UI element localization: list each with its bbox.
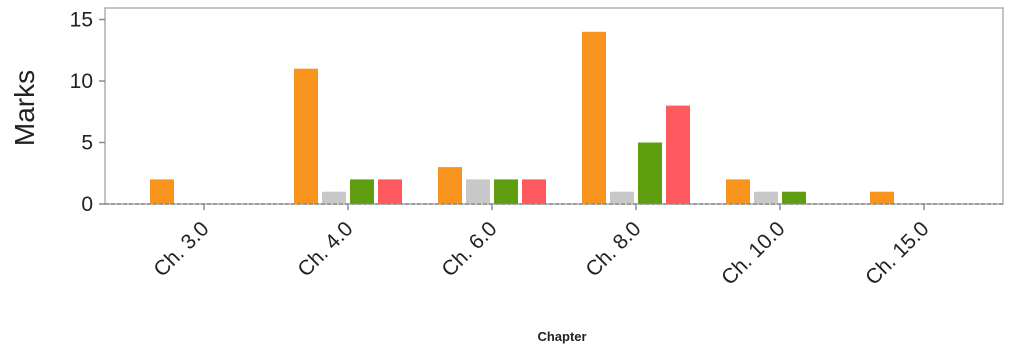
y-axis: 0 5 10 15 [70,9,105,216]
bar-ch-3-0-series-1 [150,179,174,204]
y-tick-label: 15 [70,9,93,32]
bar-ch-4-0-series-4 [378,179,402,204]
bar-ch-6-0-series-1 [438,167,462,204]
bar-ch-6-0-series-3 [494,179,518,204]
bar-ch-4-0-series-3 [350,179,374,204]
bar-ch-4-0-series-1 [294,68,318,204]
bar-ch-8-0-series-4 [666,105,690,204]
x-tick-label: Ch. 3.0 [149,217,213,281]
x-tick-label: Ch. 8.0 [581,217,645,281]
x-axis: Ch. 3.0 Ch. 4.0 Ch. 6.0 Ch. 8.0 Ch. 10.0 Ch. … [149,204,934,290]
bar-ch-8-0-series-2 [610,191,634,204]
y-axis-title: Marks [9,70,40,146]
bar-ch-15-0-series-1 [870,191,894,204]
bar-ch-10-0-series-2 [754,191,778,204]
bar-ch-6-0-series-4 [522,179,546,204]
bar-ch-8-0-series-3 [638,142,662,204]
x-tick-label: Ch. 10.0 [717,217,789,289]
bar-ch-10-0-series-3 [782,191,806,204]
bars-layer [150,31,894,204]
x-tick-label: Ch. 6.0 [437,217,501,281]
bar-ch-8-0-series-1 [582,31,606,204]
y-tick-label: 10 [70,70,93,93]
x-axis-title: Chapter [537,329,586,344]
x-tick-label: Ch. 15.0 [861,217,933,289]
y-tick-label: 5 [81,132,93,155]
y-tick-label: 0 [81,193,93,216]
bar-ch-10-0-series-1 [726,179,750,204]
plot-frame [104,7,1004,205]
x-tick-label: Ch. 4.0 [293,217,357,281]
bar-ch-6-0-series-2 [466,179,490,204]
bar-ch-4-0-series-2 [322,191,346,204]
